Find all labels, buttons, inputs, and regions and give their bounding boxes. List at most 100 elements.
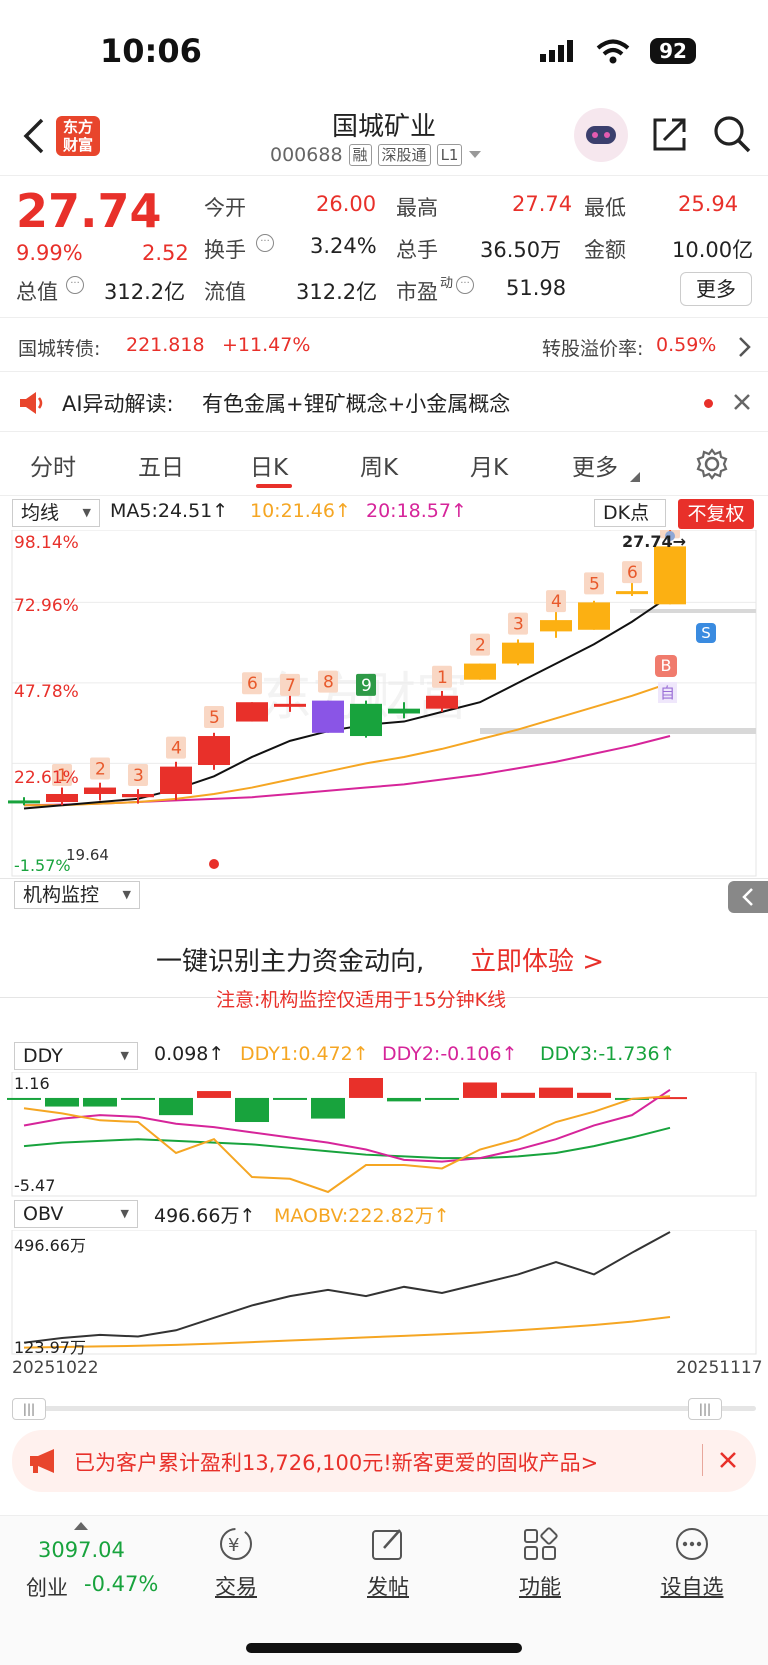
tab-daily-k[interactable]: 日K [250,455,289,481]
info-icon[interactable]: ··· [456,276,474,294]
obv-selector[interactable]: OBV ▼ [14,1200,138,1228]
ai-label: AI异动解读: [62,392,174,416]
candle-body [540,620,572,632]
ai-avatar[interactable] [574,108,628,162]
compose-icon[interactable] [370,1526,406,1562]
tab-monthly-k[interactable]: 月K [470,455,509,481]
ddy3-line [23,1126,671,1160]
sequence-marker-box [584,572,604,595]
promo-banner[interactable]: 已为客户累计盈利13,726,100元!新客更爱的固收产品> [12,1430,756,1492]
ma10-value: 10:21.46↑ [250,500,351,522]
close-icon[interactable] [732,392,752,412]
institution-selector[interactable]: 机构监控 ▼ [14,881,140,909]
quote-panel: 27.74 9.99% 2.52 今开 26.00 最高 27.74 最低 25… [0,178,768,318]
axis-label-3: 47.78% [14,682,79,702]
stock-subtitle: 000688 融 深股通 L1 [270,144,482,166]
close-icon[interactable] [718,1450,738,1470]
end-date-label: 20251117 [676,1358,763,1378]
ddy-selector[interactable]: DDY ▼ [14,1042,138,1070]
tab-five-day[interactable]: 五日 [138,455,184,481]
sequence-marker-box [356,673,376,696]
ddy-bar [501,1092,535,1098]
more-button[interactable]: 更多 [680,272,752,306]
ddy-bar [387,1097,421,1102]
slider-track [12,1406,756,1411]
sell-marker[interactable]: S [696,623,716,643]
candle-body [464,663,496,680]
unread-dot [704,399,713,408]
chart-border [11,530,757,877]
candle-body [616,591,648,595]
try-now-link[interactable]: 立即体验 > [470,947,605,977]
obv-chart[interactable] [0,1230,768,1356]
dk-point-selector[interactable]: DK点 [594,499,666,527]
chevron-right-icon[interactable] [738,336,752,358]
sequence-marker-label: 4 [171,739,182,759]
convertible-bond-row[interactable]: 国城转债: 221.818 +11.47% 转股溢价率: 0.59% [0,320,768,372]
back-icon[interactable] [22,118,46,154]
pe-label: 市盈 [396,280,438,304]
institution-headline: 一键识别主力资金动向, [156,947,425,977]
sequence-marker-box [508,612,528,635]
low-percent-label: -1.57% [14,856,71,875]
ddy-bar [463,1082,497,1098]
nav-post[interactable]: 发帖 [367,1575,409,1599]
gear-icon[interactable] [696,448,728,480]
obv-min-label: 123.97万 [14,1338,86,1357]
period-tabs: 分时 五日 日K 周K 月K 更多 [0,434,768,496]
chevron-down-icon[interactable] [468,150,482,160]
slider-right-handle[interactable]: ||| [688,1398,722,1420]
slider-left-handle[interactable]: ||| [12,1398,46,1420]
index-change: -0.47% [84,1572,159,1596]
tab-more[interactable]: 更多 [572,455,618,481]
ddy-bar [197,1091,231,1098]
ddy-min-label: -5.47 [14,1176,56,1195]
price-adjust-button[interactable]: 不复权 [678,499,754,529]
nav-add-watchlist[interactable]: 设自选 [660,1575,724,1599]
volume-value: 36.50万 [480,238,562,262]
nav-trade[interactable]: 交易 [215,1575,257,1599]
support-band [480,728,756,734]
sequence-marker-label: 6 [247,674,258,694]
ma10-line [24,681,671,807]
ddy2-value: DDY2:-0.106↑ [382,1043,518,1065]
app-logo[interactable]: 东方财富 [56,116,100,156]
sequence-marker-box [204,706,224,729]
bottom-toolbar: 3097.04 创业 -0.47% ¥ 交易 发帖 功能 设自选 [0,1515,768,1665]
ddy-bar [425,1097,459,1100]
bond-label: 国城转债: [18,338,101,360]
trade-icon[interactable]: ¥ [216,1526,256,1562]
ddy-chart[interactable] [0,1072,768,1198]
sequence-marker-box [242,672,262,695]
ai-insight-row[interactable]: AI异动解读: 有色金属+锂矿概念+小金属概念 [0,374,768,432]
chart-border [11,1230,757,1355]
chart-border [11,1072,757,1197]
buy-marker[interactable]: B [655,655,677,677]
ma-selector[interactable]: 均线 ▼ [12,499,100,527]
ddy-bar [45,1097,79,1107]
kline-chart[interactable]: 东方财富 1234567891234567 [0,530,768,878]
sequence-marker-box [622,561,642,584]
ddy-value: 0.098↑ [154,1043,225,1065]
ddy-bar [577,1092,611,1098]
sequence-marker-label: 8 [323,673,334,693]
share-icon[interactable] [650,114,690,154]
sequence-marker-label: 3 [513,615,524,635]
more-dots-icon[interactable] [674,1526,710,1562]
candle-body [236,702,268,722]
tab-weekly-k[interactable]: 周K [360,455,399,481]
amount-label: 金额 [584,238,626,262]
range-slider[interactable]: ||| ||| [12,1398,756,1420]
search-icon[interactable] [712,114,752,154]
apps-icon[interactable] [522,1526,558,1562]
institution-selector-label: 机构监控 [23,884,100,906]
index-value[interactable]: 3097.04 [38,1538,125,1562]
low-label: 最低 [584,196,626,220]
ai-text: 有色金属+锂矿概念+小金属概念 [202,392,511,416]
collapse-button[interactable] [728,881,768,913]
tab-intraday[interactable]: 分时 [30,455,76,481]
info-icon[interactable]: ··· [66,276,84,294]
info-icon[interactable]: ··· [256,234,274,252]
nav-function[interactable]: 功能 [519,1575,561,1599]
sequence-marker-box [128,763,148,786]
